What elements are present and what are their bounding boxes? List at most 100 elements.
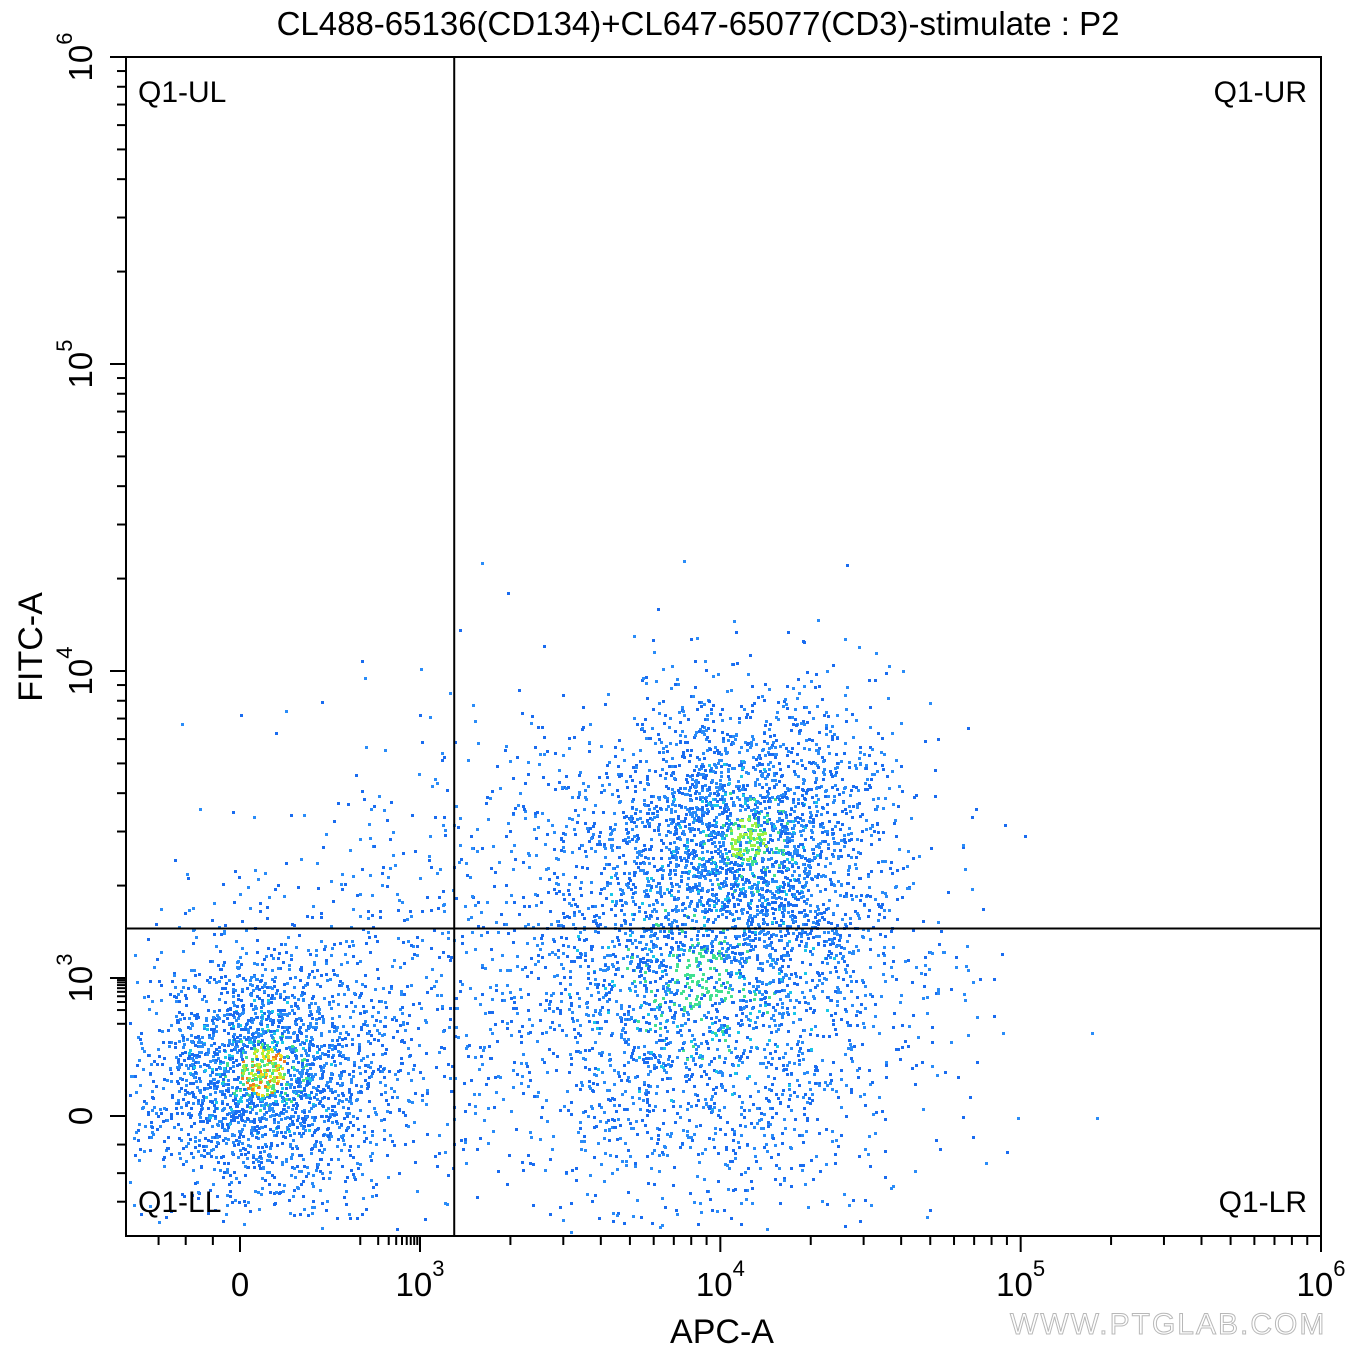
event-dot-1670: [247, 1079, 250, 1082]
event-dot-108: [194, 1096, 197, 1099]
event-dot-2998: [864, 1104, 867, 1107]
event-dot-766: [197, 1150, 200, 1153]
event-dot-1452: [218, 1017, 221, 1020]
event-dot-4404: [547, 783, 550, 786]
event-dot-1755: [173, 974, 176, 977]
event-dot-1784: [271, 1174, 274, 1177]
event-dot-4887: [850, 789, 853, 792]
event-dot-4824: [753, 1147, 756, 1150]
event-dot-4016: [728, 1167, 731, 1170]
event-dot-409: [292, 1139, 295, 1142]
event-dot-1289: [271, 1092, 274, 1095]
event-dot-2764: [551, 951, 554, 954]
event-dot-4624: [650, 930, 653, 933]
event-dot-2497: [586, 987, 589, 990]
event-dot-2638: [714, 874, 717, 877]
event-dot-3990: [597, 1068, 600, 1071]
event-dot-3219: [598, 916, 601, 919]
event-dot-4168: [509, 969, 512, 972]
event-dot-2763: [461, 983, 464, 986]
event-dot-4869: [704, 869, 707, 872]
event-dot-3511: [752, 939, 755, 942]
event-dot-4516: [526, 1065, 529, 1068]
event-dot-4448: [650, 1057, 653, 1060]
event-dot-1222: [159, 1108, 162, 1111]
event-dot-2101: [194, 1014, 197, 1017]
event-dot-1172: [189, 1082, 192, 1085]
event-dot-2070: [267, 1059, 270, 1062]
event-dot-1979: [316, 1051, 319, 1054]
event-dot-1327: [265, 1118, 268, 1121]
event-dot-4146: [610, 988, 613, 991]
event-dot-2800: [615, 1110, 618, 1113]
event-dot-2583: [617, 1071, 620, 1074]
event-dot-1234: [356, 1117, 359, 1120]
event-dot-3887: [459, 990, 462, 993]
event-dot-1866: [326, 1200, 329, 1203]
event-dot-551: [336, 1122, 339, 1125]
event-dot-1787: [338, 1015, 341, 1018]
event-dot-2130: [133, 1204, 136, 1207]
event-dot-4483: [779, 967, 782, 970]
event-dot-3443: [719, 845, 722, 848]
event-dot-3789: [618, 1075, 621, 1078]
event-dot-3424: [733, 1130, 736, 1133]
event-dot-2256: [752, 756, 755, 759]
event-dot-4089: [625, 1164, 628, 1167]
event-dot-4533: [840, 1134, 843, 1137]
event-dot-2657: [579, 1034, 582, 1037]
event-dot-2680: [623, 1013, 626, 1016]
event-dot-4296: [670, 894, 673, 897]
event-dot-1204: [268, 1183, 271, 1186]
event-dot-3951: [685, 1066, 688, 1069]
event-dot-920: [161, 1030, 164, 1033]
event-dot-1715: [156, 1063, 159, 1066]
event-dot-470: [383, 1118, 386, 1121]
event-dot-2030: [315, 1018, 318, 1021]
event-dot-3507: [476, 828, 479, 831]
event-dot-976: [223, 1044, 226, 1047]
event-dot-787: [235, 1043, 238, 1046]
event-dot-2515: [495, 984, 498, 987]
event-dot-1086: [234, 1112, 237, 1115]
event-dot-3175: [625, 1160, 628, 1163]
event-dot-1315: [213, 1028, 216, 1031]
event-dot-4918: [791, 893, 794, 896]
event-dot-652: [319, 1065, 322, 1068]
event-dot-4536: [668, 848, 671, 851]
event-dot-2628: [688, 1068, 691, 1071]
event-dot-3376: [463, 1082, 466, 1085]
event-dot-3138: [704, 1148, 707, 1151]
event-dot-2366: [782, 954, 785, 957]
event-dot-4327: [821, 822, 824, 825]
event-dot-2757: [587, 785, 590, 788]
event-dot-616: [267, 1029, 270, 1032]
event-dot-1925: [346, 1176, 349, 1179]
event-dot-2518: [524, 810, 527, 813]
event-dot-497: [321, 1052, 324, 1055]
event-dot-4065: [787, 995, 790, 998]
event-dot-4030: [775, 1030, 778, 1033]
event-dot-1972: [336, 1039, 339, 1042]
event-dot-627: [193, 1054, 196, 1057]
event-dot-2690: [674, 804, 677, 807]
event-dot-3810: [714, 1127, 717, 1130]
event-dot-731: [233, 1033, 236, 1036]
event-dot-1067: [293, 1012, 296, 1015]
event-dot-4609: [549, 1213, 552, 1216]
event-dot-2096: [222, 1093, 225, 1096]
event-dot-493: [285, 951, 288, 954]
event-dot-1507: [340, 1149, 343, 1152]
event-dot-3299: [849, 1043, 852, 1046]
event-dot-2264: [723, 1106, 726, 1109]
event-dot-2889: [728, 1034, 731, 1037]
event-dot-824: [263, 1113, 266, 1116]
event-dot-1736: [267, 1159, 270, 1162]
event-dot-3471: [780, 970, 783, 973]
event-dot-4925: [626, 955, 629, 958]
event-dot-365: [245, 1110, 248, 1113]
event-dot-2603: [583, 939, 586, 942]
event-dot-4630: [700, 948, 703, 951]
event-dot-3327: [904, 1040, 907, 1043]
event-dot-2318: [730, 1217, 733, 1220]
